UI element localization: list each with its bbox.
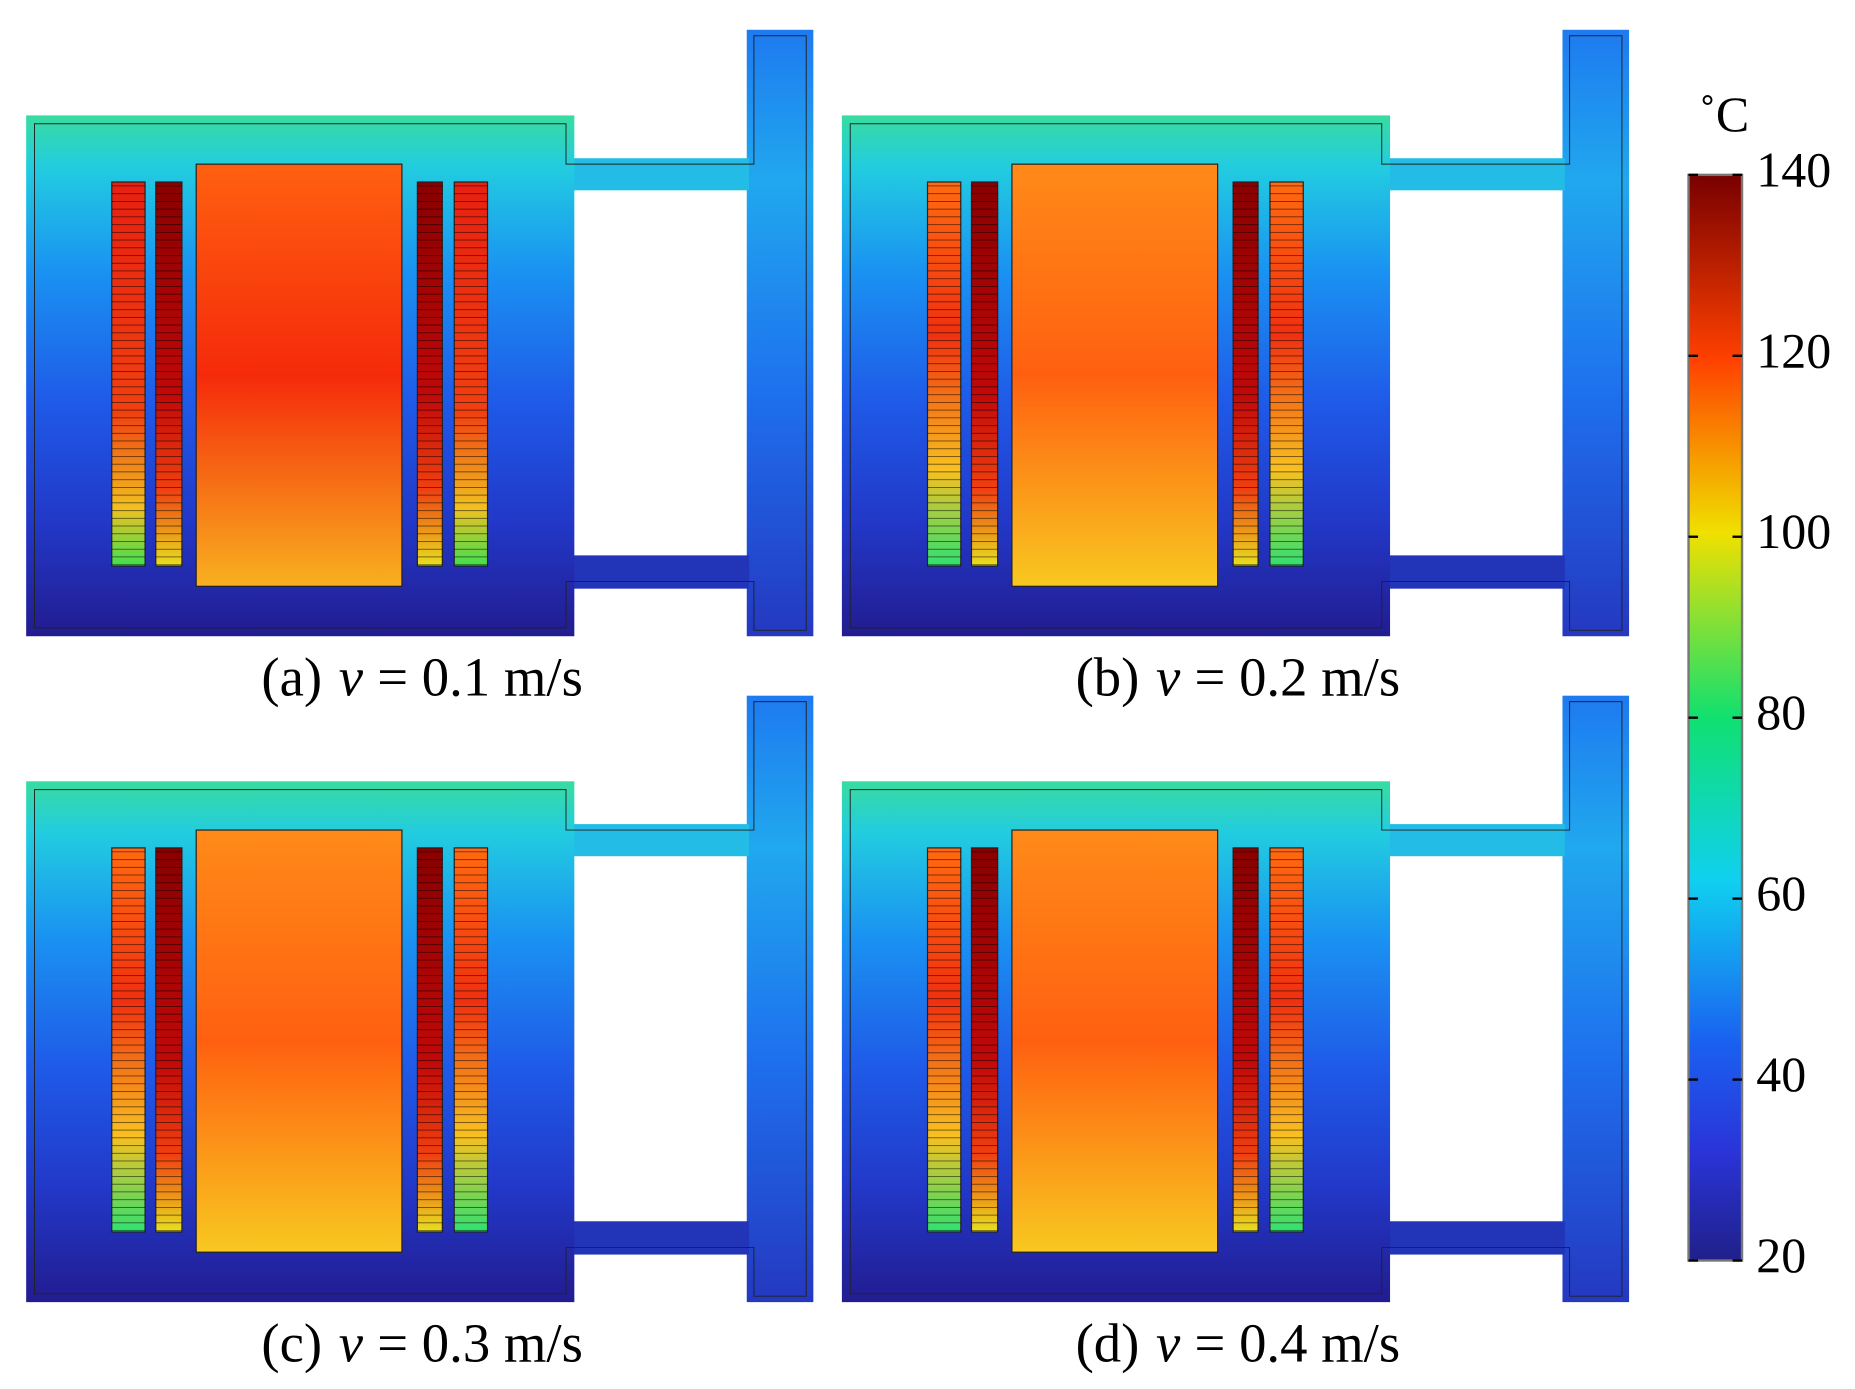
bottom-duct — [570, 1221, 750, 1255]
panel: (b) v = 0.2 m/s — [841, 29, 1630, 708]
winding-turns — [155, 181, 182, 567]
outline — [34, 701, 807, 1297]
panel: (c) v = 0.3 m/s — [26, 695, 814, 1374]
winding-turns — [417, 847, 443, 1232]
winding-turns — [927, 181, 961, 567]
tick-label: 20 — [1756, 1227, 1806, 1283]
tick-label: 100 — [1756, 503, 1831, 559]
bottom-duct — [1386, 555, 1565, 589]
winding-turns — [454, 847, 488, 1232]
winding-turns — [155, 847, 182, 1232]
chimney — [1562, 695, 1630, 1303]
winding-turns — [1269, 847, 1304, 1232]
winding-turns — [971, 181, 998, 567]
tick-label: 40 — [1756, 1046, 1806, 1102]
bottom-duct — [1386, 1221, 1565, 1255]
caption-label: (b) — [1076, 647, 1140, 708]
caption-text: = 0.4 m/s — [1195, 1313, 1401, 1374]
chimney — [1562, 29, 1630, 637]
winding-turns — [1269, 181, 1304, 567]
top-duct — [1386, 158, 1565, 191]
caption-text: = 0.1 m/s — [377, 647, 583, 708]
tick-label: 120 — [1756, 322, 1831, 378]
top-duct — [570, 158, 750, 191]
core — [1011, 829, 1219, 1253]
winding-turns — [927, 847, 961, 1232]
caption-text: = 0.2 m/s — [1195, 647, 1401, 708]
outline — [34, 35, 807, 631]
panel-caption: (c) v = 0.3 m/s — [261, 1313, 582, 1374]
caption-label: (a) — [261, 647, 322, 708]
winding-turns — [417, 181, 443, 567]
tick-label: 140 — [1756, 141, 1831, 197]
winding-turns — [1233, 847, 1259, 1232]
chimney — [746, 29, 814, 637]
tick-label: 80 — [1756, 684, 1806, 740]
panel-caption: (d) v = 0.4 m/s — [1076, 1313, 1401, 1374]
top-duct — [1386, 824, 1565, 857]
colorbar-unit: ˚C — [1699, 86, 1749, 142]
tick-label: 60 — [1756, 865, 1806, 921]
panel-caption: (a) v = 0.1 m/s — [261, 647, 582, 708]
caption-symbol: v — [1156, 647, 1181, 708]
outline — [849, 35, 1623, 631]
core — [195, 163, 403, 587]
panel-caption: (b) v = 0.2 m/s — [1076, 647, 1401, 708]
winding-turns — [111, 181, 146, 567]
panel: (d) v = 0.4 m/s — [841, 695, 1630, 1374]
caption-symbol: v — [1156, 1313, 1181, 1374]
winding-turns — [1233, 181, 1259, 567]
core — [195, 829, 403, 1253]
caption-text: = 0.3 m/s — [377, 1313, 583, 1374]
caption-label: (d) — [1076, 1313, 1140, 1374]
winding-turns — [111, 847, 146, 1232]
caption-label: (c) — [261, 1313, 322, 1374]
bottom-duct — [570, 555, 750, 589]
outline — [849, 701, 1623, 1297]
panel: (a) v = 0.1 m/s — [26, 29, 814, 708]
caption-symbol: v — [339, 1313, 364, 1374]
chimney — [746, 695, 814, 1303]
winding-turns — [454, 181, 488, 567]
core — [1011, 163, 1219, 587]
top-duct — [570, 824, 750, 857]
winding-turns — [971, 847, 998, 1232]
caption-symbol: v — [339, 647, 364, 708]
